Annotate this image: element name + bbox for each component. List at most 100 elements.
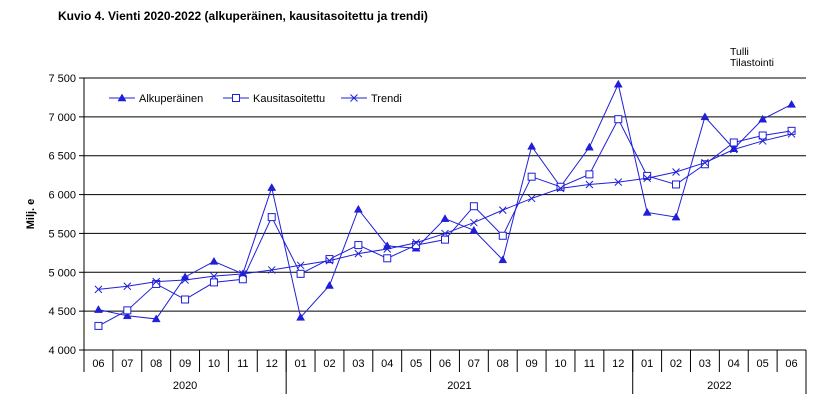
marker-stroke [123,282,132,291]
marker-stroke [238,269,247,278]
marker-stroke [267,266,276,274]
data-point [354,241,363,250]
series-line [98,118,792,327]
x-tick-label: 06 [92,358,104,370]
data-point [787,130,796,138]
marker-stroke [498,206,507,214]
grid-lines [84,77,806,351]
marker-stroke [441,229,449,238]
data-point [527,172,536,181]
data-point [613,79,623,88]
legend-marker [350,94,358,102]
source-line-2: Tilastointi [730,57,774,69]
data-point [441,229,449,238]
data-point [729,138,738,147]
data-point [441,235,449,244]
data-point [584,142,594,151]
x-tick-label: 01 [641,358,653,370]
marker-stroke [94,285,103,294]
data-point [209,278,218,287]
data-point [325,256,334,265]
data-point [614,115,623,124]
marker-stroke [152,277,161,286]
data-point [585,180,594,189]
marker-stroke [412,238,420,247]
x-tick-label: 07 [468,358,480,370]
data-point [672,168,680,176]
y-axis-label: Milj. e [25,199,37,230]
data-point [700,112,710,121]
marker-stroke [181,276,189,284]
data-point [325,280,334,289]
x-tick-label: 04 [381,358,393,370]
data-point [94,305,103,313]
y-tick-label: 4 500 [48,306,76,318]
data-point [296,269,305,278]
data-point [122,311,132,320]
x-tick-label: 09 [179,358,191,370]
axes: 4 000 4 500 5 000 5 500 6 000 6 500 7 000 7 500… [25,73,807,394]
data-point [556,182,565,191]
data-point [296,261,305,270]
data-point [152,277,161,286]
data-point [325,255,334,264]
year-label: 2021 [447,380,471,392]
data-point [470,218,478,227]
data-point [787,99,796,108]
marker-stroke [672,168,680,176]
marker-stroke [585,180,594,189]
marker-stroke [556,184,565,193]
data-point [498,206,507,214]
y-tick-label: 7 000 [48,112,76,124]
legend-item: Trendi [341,93,402,105]
data-point [151,314,161,323]
chart-title: Kuvio 4. Vienti 2020-2022 (alkuperäinen,… [58,9,428,23]
source-label: Tulli Tilastointi [730,47,774,69]
data-point [383,245,392,253]
data-point [469,202,478,211]
data-point [729,145,738,154]
data-point [353,204,363,213]
x-tick-label: 10 [554,358,566,370]
x-tick-label: 05 [410,358,422,370]
series-line [98,133,792,290]
marker-stroke [787,130,796,138]
series-kausitasoitettu [94,115,796,330]
x-tick-label: 10 [208,358,220,370]
data-point [758,131,767,140]
x-tick-label: 01 [294,358,306,370]
marker-stroke [701,158,709,167]
x-tick-label: 09 [526,358,538,370]
data-point [123,282,132,291]
data-point [238,269,247,278]
x-tick-label: 05 [757,358,769,370]
marker-stroke [758,137,767,145]
marker-stroke [325,256,334,265]
data-point [556,184,565,193]
x-tick-label: 12 [612,358,624,370]
data-point [642,207,652,216]
x-tick-label: 06 [439,358,451,370]
data-point [296,312,306,321]
legend-label: Kausitasoitettu [253,93,325,105]
data-point [181,295,190,304]
marker-stroke [643,174,652,183]
data-point [181,276,189,284]
data-point [94,321,103,330]
x-tick-label: 11 [237,358,248,370]
y-tick-label: 5 500 [48,228,76,240]
x-tick-label: 03 [352,358,364,370]
data-point [498,231,507,240]
y-tick-label: 6 000 [48,190,76,202]
legend-item: Kausitasoitettu [223,93,325,105]
data-point [527,141,537,150]
legend-item: Alkuperäinen [109,93,203,105]
marker-stroke [614,178,623,186]
data-point [469,225,479,234]
x-tick-label: 02 [670,358,682,370]
data-point [94,285,103,294]
data-point [383,254,392,263]
legend: Alkuperäinen Kausitasoitettu Trendi [109,93,402,105]
data-point [412,241,421,250]
